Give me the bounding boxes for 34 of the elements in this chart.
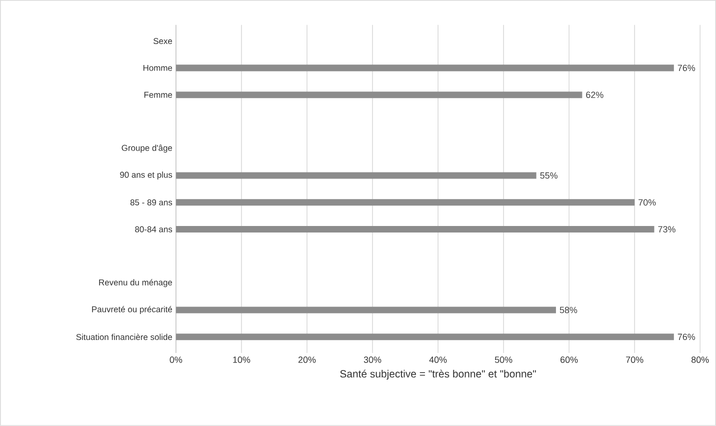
y-tick-label: Situation financière solide (76, 334, 172, 340)
bar (176, 64, 674, 72)
x-tick-label: 60% (560, 356, 578, 363)
x-tick-label: 80% (692, 356, 709, 363)
x-tick-label: 10% (233, 356, 250, 363)
data-label: 76% (678, 64, 696, 72)
x-tick-label: 70% (626, 356, 644, 363)
y-tick-label: 90 ans et plus (120, 172, 172, 180)
data-label: 76% (678, 334, 696, 340)
bar (176, 306, 556, 314)
bar (176, 92, 582, 98)
data-label: 58% (560, 306, 578, 314)
x-tick-label: 20% (298, 356, 316, 363)
x-tick-label: 0% (170, 356, 182, 363)
x-tick-label: 50% (494, 356, 512, 363)
data-label: 70% (638, 199, 656, 206)
data-label: 62% (586, 92, 604, 98)
bar (176, 334, 674, 340)
y-tick-label: Revenu du ménage (99, 279, 172, 288)
bar (176, 172, 536, 179)
y-tick-label: Pauvreté ou précarité (92, 306, 172, 314)
y-tick-label: Groupe d'âge (122, 144, 172, 153)
bar (176, 199, 635, 206)
y-tick-label: Femme (144, 92, 172, 98)
x-tick-label: 30% (364, 356, 382, 363)
y-tick-label: 85 - 89 ans (130, 199, 172, 206)
y-tick-label: Homme (143, 65, 172, 71)
data-label: 73% (658, 226, 676, 233)
x-axis-title: Santé subjective = "très bonne" et "bonne" (340, 370, 536, 380)
data-label: 55% (540, 172, 558, 179)
bar (176, 226, 654, 233)
y-tick-label: 80-84 ans (135, 226, 172, 232)
y-tick-label: Sexe (154, 38, 172, 44)
x-tick-label: 40% (429, 356, 447, 363)
